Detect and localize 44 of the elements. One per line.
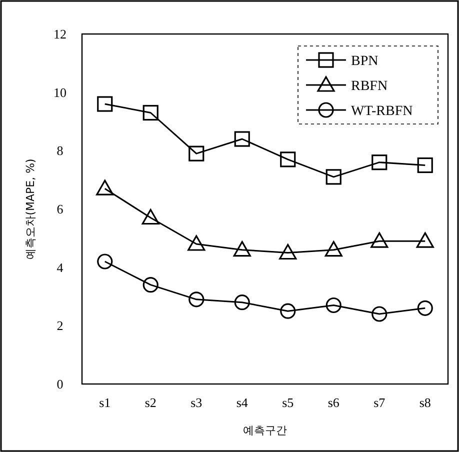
point — [234, 294, 250, 310]
x-tick-label: s8 — [419, 395, 431, 410]
x-axis-title: 예측구간 — [243, 424, 287, 437]
point — [142, 208, 160, 225]
point — [96, 180, 114, 196]
point — [142, 277, 158, 293]
x-tick-label: s4 — [236, 395, 248, 410]
point — [372, 154, 388, 170]
point — [372, 306, 388, 322]
point — [97, 96, 113, 112]
point — [279, 244, 297, 260]
point — [280, 152, 296, 168]
y-tick-label: 4 — [56, 260, 64, 275]
legend-label: BPN — [351, 54, 378, 69]
point — [234, 131, 250, 147]
point — [326, 169, 342, 185]
point — [188, 235, 206, 251]
legend-label: RBFN — [351, 78, 388, 94]
x-tick-label: s1 — [99, 395, 111, 410]
point — [417, 157, 433, 174]
x-tick-label: s6 — [328, 395, 340, 410]
y-tick-label: 10 — [54, 84, 66, 100]
legend-label: WT-RBFN — [351, 104, 413, 119]
point — [324, 241, 342, 257]
point — [142, 104, 158, 121]
x-tick-label: s2 — [144, 395, 156, 410]
y-tick-label: 6 — [56, 202, 64, 217]
point — [370, 232, 388, 248]
point — [416, 232, 434, 248]
y-tick-label: 0 — [56, 376, 64, 392]
point — [97, 254, 113, 270]
point — [188, 292, 204, 308]
point — [326, 297, 342, 314]
point — [417, 300, 433, 316]
y-axis-title: 예측오차(MAPE, %) — [24, 158, 37, 260]
x-tick-label: s3 — [190, 395, 202, 410]
point — [233, 241, 251, 257]
y-tick-label: 12 — [54, 26, 66, 42]
point — [280, 303, 296, 319]
y-tick-label: 2 — [56, 318, 64, 334]
x-tick-label: s5 — [282, 395, 294, 410]
x-tick-label: s7 — [374, 395, 386, 410]
point — [188, 146, 204, 162]
y-tick-label: 8 — [56, 143, 64, 158]
